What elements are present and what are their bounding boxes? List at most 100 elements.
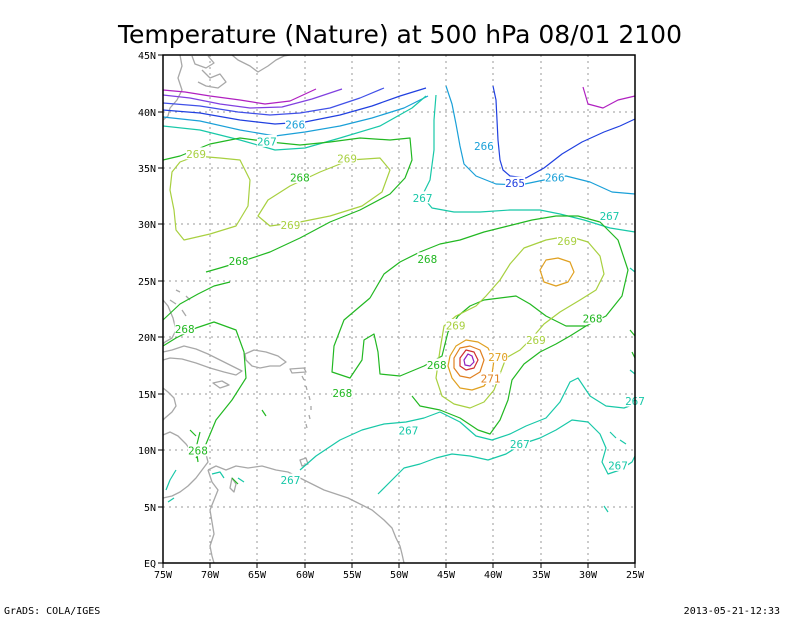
contour-label-bg	[187, 444, 208, 457]
footer-timestamp: 2013-05-21-12:33	[684, 606, 780, 617]
x-tick-label: 70W	[201, 570, 220, 581]
x-tick-label: 65W	[248, 570, 267, 581]
y-tick-label: 10N	[138, 446, 156, 457]
contour-label-bg	[525, 333, 546, 346]
x-tick-label: 25W	[626, 570, 645, 581]
y-axis-labels: 45N 40N 35N 30N 25N 20N 15N 10N 5N EQ	[138, 51, 156, 570]
contour-268-south-tail	[411, 325, 587, 435]
contour-266-east	[445, 85, 636, 195]
tick-marks	[158, 54, 636, 568]
contour-267-south2	[377, 419, 636, 495]
x-tick-label: 35W	[532, 570, 551, 581]
contour-label: 267	[600, 210, 620, 223]
contour-label-bg	[186, 147, 207, 160]
contour-label: 268	[175, 323, 195, 336]
contour-267-mid	[421, 94, 636, 233]
contour-label-bg	[256, 134, 277, 147]
y-tick-label: 35N	[138, 164, 156, 175]
contour-label: 269	[557, 235, 577, 248]
contour-label-bg	[289, 171, 310, 184]
contour-label-bg	[417, 252, 438, 265]
contour-label-bg	[582, 312, 603, 325]
contour-label: 268	[417, 253, 437, 266]
y-tick-label: 30N	[138, 220, 156, 231]
contour-label: 271	[481, 372, 501, 385]
contour-label-bg	[488, 350, 509, 363]
contour-269-east	[435, 235, 605, 409]
contour-label-bg	[332, 386, 353, 399]
footer-credit: GrADS: COLA/IGES	[4, 606, 100, 617]
contour-label-bg	[473, 139, 494, 152]
contour-label: 268	[188, 445, 208, 458]
contour-label-bg	[412, 191, 433, 204]
y-tick-label: 25N	[138, 277, 156, 288]
contour-label-bg	[599, 209, 620, 222]
contour-label-bg	[480, 371, 501, 384]
contour-label: 266	[474, 140, 494, 153]
y-tick-label: 40N	[138, 108, 156, 119]
contour-label-bg	[557, 234, 578, 247]
y-tick-label: 20N	[138, 333, 156, 344]
contour-266	[162, 95, 429, 137]
contour-268-north	[162, 137, 413, 273]
contour-262	[162, 88, 317, 105]
x-tick-label: 30W	[579, 570, 598, 581]
contour-label-bg	[509, 437, 530, 450]
contour-271	[453, 345, 485, 379]
y-tick-label: 45N	[138, 51, 156, 62]
contour-267	[162, 95, 427, 151]
contour-label-bg	[337, 151, 358, 164]
x-tick-label: 55W	[343, 570, 362, 581]
contour-label: 269	[337, 152, 357, 165]
x-tick-label: 45W	[437, 570, 456, 581]
contour-label-bg	[426, 358, 447, 371]
contour-label-bg	[228, 254, 249, 267]
contour-273	[463, 353, 475, 367]
contour-label: 266	[285, 118, 305, 131]
contour-267-east-edge	[629, 267, 636, 375]
coastlines	[162, 54, 405, 564]
y-tick-label: 5N	[144, 503, 156, 514]
contour-label-bg	[505, 176, 526, 189]
contour-label: 270	[488, 351, 508, 364]
contour-label-bg	[285, 117, 306, 130]
contour-label: 268	[583, 313, 603, 326]
contour-label: 265	[505, 177, 525, 190]
x-tick-label: 40W	[484, 570, 503, 581]
y-tick-label: EQ	[144, 559, 156, 570]
contour-label: 267	[413, 192, 433, 205]
contour-label: 269	[281, 219, 301, 232]
contour-label-bg	[608, 458, 629, 471]
contour-label: 269	[446, 319, 466, 332]
x-axis-labels: 75W 70W 65W 60W 55W 50W 45W 40W 35W 30W …	[154, 570, 645, 581]
x-tick-label: 60W	[296, 570, 315, 581]
contour-label-bg	[280, 473, 301, 486]
contour-label: 267	[257, 135, 277, 148]
contour-label-bg	[398, 423, 419, 436]
contour-263	[162, 88, 343, 109]
contour-label: 267	[608, 459, 628, 472]
contour-label: 267	[281, 474, 301, 487]
x-tick-label: 75W	[154, 570, 173, 581]
contour-264	[162, 87, 385, 116]
contour-label-bg	[544, 171, 565, 184]
contour-272	[459, 349, 479, 371]
contour-267-south	[299, 377, 636, 471]
contour-label: 269	[186, 148, 206, 161]
contour-label: 269	[526, 334, 546, 347]
contour-label-bg	[445, 318, 466, 331]
contour-label: 268	[427, 359, 447, 372]
contour-267-west-bits	[165, 469, 245, 503]
contour-label: 267	[399, 424, 419, 437]
contour-270-east	[539, 257, 575, 287]
contour-label: 266	[545, 172, 565, 185]
contour-262-east	[582, 86, 636, 109]
y-tick-label: 15N	[138, 390, 156, 401]
contour-label: 267	[510, 438, 530, 451]
map-title: Temperature (Nature) at 500 hPa 08/01 21…	[117, 20, 682, 49]
contour-267-scraps	[603, 431, 627, 513]
contour-label: 268	[290, 172, 310, 185]
contour-label-bg	[174, 322, 195, 335]
contour-label: 268	[229, 255, 249, 268]
